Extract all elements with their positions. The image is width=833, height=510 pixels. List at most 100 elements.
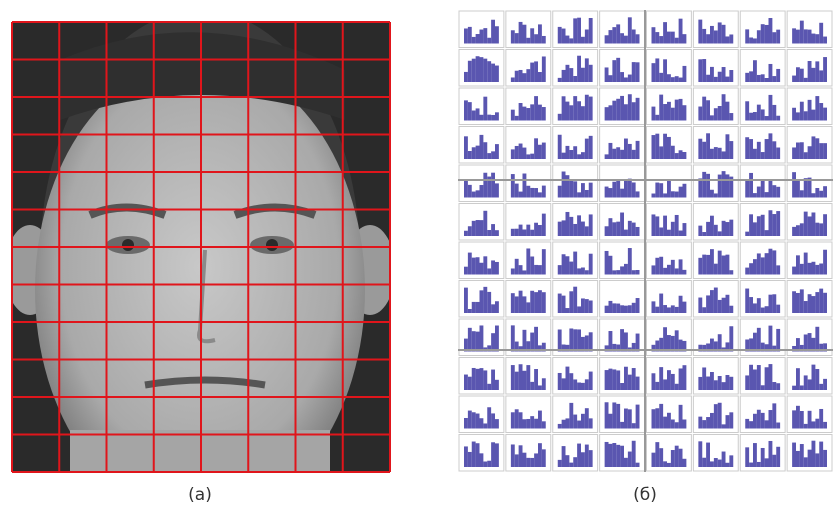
hist-bar bbox=[577, 444, 581, 467]
hist-bar bbox=[534, 369, 538, 390]
hist-bar bbox=[542, 186, 546, 198]
hist-bar bbox=[714, 147, 718, 159]
hist-bar bbox=[718, 300, 722, 313]
hist-bar bbox=[808, 30, 812, 44]
hist-bar bbox=[636, 334, 640, 352]
hist-bar bbox=[577, 215, 581, 236]
hist-bar bbox=[562, 420, 566, 429]
hist-bar bbox=[585, 226, 589, 236]
hist-bar bbox=[671, 222, 675, 236]
hist-bar bbox=[530, 291, 534, 313]
hist-bar bbox=[573, 329, 577, 351]
hist-bar bbox=[558, 265, 562, 274]
hist-bar bbox=[609, 369, 613, 390]
hist-bar bbox=[468, 226, 472, 236]
hist-bar bbox=[589, 183, 593, 198]
hist-bar bbox=[519, 144, 523, 159]
hist-bar bbox=[624, 77, 628, 82]
hist-bar bbox=[792, 227, 796, 236]
hist-bar bbox=[632, 62, 636, 82]
hist-bar bbox=[710, 190, 714, 198]
hist-bar bbox=[624, 230, 628, 236]
hist-bar bbox=[804, 253, 808, 275]
hist-bar bbox=[808, 294, 812, 313]
hist-bar bbox=[663, 216, 667, 236]
hist-bar bbox=[671, 77, 675, 82]
hist-bar bbox=[632, 102, 636, 120]
hist-bar bbox=[538, 290, 542, 313]
hist-bar bbox=[589, 97, 593, 121]
hist-bar bbox=[796, 293, 800, 313]
hist-bar bbox=[542, 107, 546, 120]
hist-bar bbox=[530, 188, 534, 198]
hist-bar bbox=[679, 78, 683, 82]
hist-bar bbox=[812, 441, 816, 467]
hist-bar bbox=[480, 325, 484, 351]
hist-bar bbox=[491, 260, 495, 274]
hist-bar bbox=[808, 100, 812, 121]
hist-bar bbox=[632, 368, 636, 390]
hist-bar bbox=[495, 443, 499, 467]
hist-bar bbox=[710, 216, 714, 236]
hist-bar bbox=[495, 326, 499, 352]
hist-bar bbox=[796, 255, 800, 274]
hist-bar bbox=[675, 100, 679, 121]
hist-bar bbox=[609, 331, 613, 351]
hist-bar bbox=[706, 443, 710, 467]
hist-bar bbox=[620, 72, 624, 82]
hist-bar bbox=[491, 20, 495, 44]
hist-bar bbox=[804, 29, 808, 43]
hist-bar bbox=[464, 231, 468, 236]
hist-bar bbox=[480, 220, 484, 236]
hist-bar bbox=[534, 138, 538, 159]
hist-bar bbox=[726, 222, 730, 236]
hist-bar bbox=[609, 105, 613, 120]
hist-bar bbox=[612, 402, 616, 428]
hist-bar bbox=[667, 180, 671, 198]
hist-bar bbox=[726, 463, 730, 467]
hist-bar bbox=[569, 68, 573, 82]
hist-bar bbox=[581, 383, 585, 390]
hist-bar bbox=[722, 25, 726, 44]
hist-bar bbox=[792, 410, 796, 428]
hist-bar bbox=[472, 221, 476, 236]
hist-bar bbox=[530, 257, 534, 275]
hist-bar bbox=[761, 152, 765, 159]
hist-bar bbox=[722, 151, 726, 159]
hist-bar bbox=[710, 413, 714, 429]
hist-bar bbox=[663, 59, 667, 82]
hist-bar bbox=[815, 223, 819, 236]
hist-bar bbox=[792, 76, 796, 82]
hist-bar bbox=[753, 149, 757, 159]
hist-bar bbox=[659, 294, 663, 313]
hist-bar bbox=[558, 424, 562, 429]
hist-bar bbox=[515, 116, 519, 121]
hist-bar bbox=[776, 329, 780, 352]
hist-bar bbox=[702, 420, 706, 428]
hist-bar bbox=[683, 459, 687, 467]
hist-bar bbox=[566, 212, 570, 236]
hist-bar bbox=[495, 112, 499, 120]
hist-bar bbox=[815, 188, 819, 198]
hist-bar bbox=[745, 289, 749, 313]
hist-bar bbox=[675, 307, 679, 313]
hist-bar bbox=[523, 229, 527, 236]
hist-bar bbox=[726, 295, 730, 313]
hist-bar bbox=[729, 326, 733, 351]
hist-bar bbox=[616, 445, 620, 467]
hist-bar bbox=[589, 214, 593, 236]
hist-bar bbox=[534, 34, 538, 43]
hist-bar bbox=[761, 180, 765, 198]
hist-bar bbox=[671, 260, 675, 275]
hist-bar bbox=[585, 58, 589, 82]
hist-bar bbox=[495, 144, 499, 159]
hist-bar bbox=[749, 463, 753, 467]
hist-bar bbox=[652, 27, 656, 43]
hist-bar bbox=[476, 332, 480, 352]
hist-bar bbox=[581, 37, 585, 44]
hist-bar bbox=[776, 447, 780, 467]
hist-bar bbox=[745, 375, 749, 390]
hist-bar bbox=[480, 368, 484, 390]
hist-bar bbox=[683, 223, 687, 236]
hist-bar bbox=[812, 421, 816, 428]
